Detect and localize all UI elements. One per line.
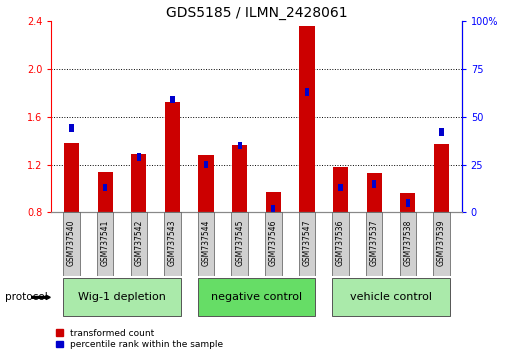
Text: GSM737546: GSM737546 — [269, 220, 278, 266]
Text: GSM737541: GSM737541 — [101, 220, 110, 266]
Bar — [64, 143, 79, 212]
Bar — [238, 142, 242, 149]
Text: GSM737536: GSM737536 — [336, 220, 345, 266]
Bar — [97, 212, 113, 276]
Bar — [170, 96, 174, 103]
Text: GSM737543: GSM737543 — [168, 220, 177, 266]
Bar — [69, 125, 73, 132]
Bar — [63, 212, 80, 276]
Bar — [131, 154, 146, 212]
Text: negative control: negative control — [211, 292, 302, 302]
Bar — [299, 212, 315, 276]
Text: GSM737542: GSM737542 — [134, 220, 143, 266]
Bar — [266, 192, 281, 212]
Text: GSM737537: GSM737537 — [370, 220, 379, 266]
Text: GSM737544: GSM737544 — [202, 220, 210, 266]
Bar — [198, 278, 315, 316]
Bar — [440, 128, 444, 136]
Bar — [63, 278, 181, 316]
Legend: transformed count, percentile rank within the sample: transformed count, percentile rank withi… — [56, 329, 223, 349]
Bar — [232, 145, 247, 212]
Text: protocol: protocol — [5, 292, 48, 302]
Bar — [434, 144, 449, 212]
Bar — [433, 212, 450, 276]
Text: GSM737547: GSM737547 — [303, 220, 311, 266]
Bar — [332, 278, 450, 316]
Bar — [165, 102, 180, 212]
Bar — [164, 212, 181, 276]
Bar — [97, 172, 113, 212]
Bar — [339, 184, 343, 192]
Bar — [366, 212, 383, 276]
Text: GSM737538: GSM737538 — [403, 220, 412, 266]
Text: vehicle control: vehicle control — [350, 292, 432, 302]
Text: Wig-1 depletion: Wig-1 depletion — [78, 292, 166, 302]
Bar — [305, 88, 309, 96]
Bar — [406, 199, 410, 207]
Bar — [103, 184, 107, 192]
Bar — [372, 180, 377, 188]
Bar — [400, 212, 416, 276]
Bar — [199, 155, 213, 212]
Bar — [300, 26, 314, 212]
Bar — [332, 212, 349, 276]
Bar — [204, 161, 208, 169]
Bar — [271, 205, 275, 212]
Bar — [136, 153, 141, 161]
Bar — [265, 212, 282, 276]
Text: GSM737539: GSM737539 — [437, 220, 446, 266]
Text: GSM737545: GSM737545 — [235, 220, 244, 266]
Bar — [198, 212, 214, 276]
Bar — [333, 167, 348, 212]
Bar — [400, 193, 416, 212]
Title: GDS5185 / ILMN_2428061: GDS5185 / ILMN_2428061 — [166, 6, 347, 20]
Bar — [231, 212, 248, 276]
Bar — [130, 212, 147, 276]
Text: GSM737540: GSM737540 — [67, 220, 76, 266]
Bar — [367, 173, 382, 212]
